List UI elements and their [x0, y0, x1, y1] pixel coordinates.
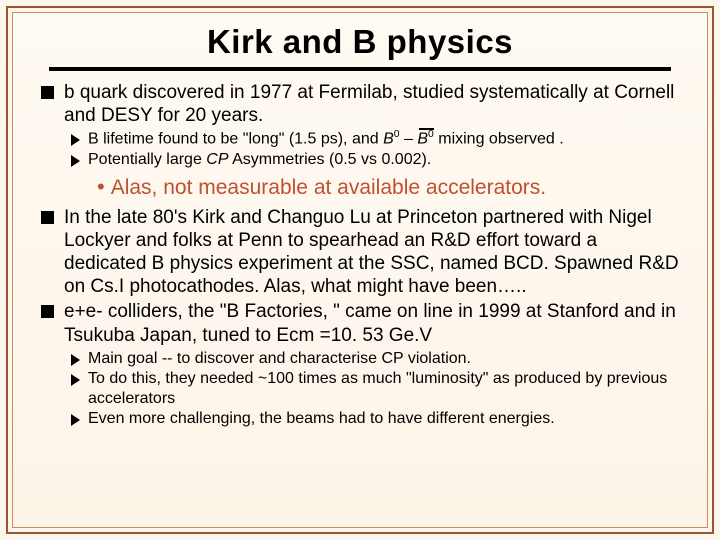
bullet-3-sub-3: Even more challenging, the beams had to …: [71, 409, 679, 429]
arrow-bullet-icon: [71, 354, 80, 366]
arrow-bullet-icon: [71, 414, 80, 426]
bullet-2-text: In the late 80's Kirk and Changuo Lu at …: [64, 206, 679, 299]
bullet-3-sub-1: Main goal -- to discover and characteris…: [71, 349, 679, 369]
bullet-3: e+e- colliders, the "B Factories, " came…: [41, 300, 679, 346]
bullet-3-sub-1-text: Main goal -- to discover and characteris…: [88, 349, 471, 369]
bullet-1-sub-1: B lifetime found to be "long" (1.5 ps), …: [71, 129, 679, 149]
slide-title: Kirk and B physics: [41, 23, 679, 61]
outer-frame: Kirk and B physics b quark discovered in…: [6, 6, 714, 534]
bullet-3-sub-2-text: To do this, they needed ~100 times as mu…: [88, 369, 679, 408]
square-bullet-icon: [41, 86, 54, 99]
arrow-bullet-icon: [71, 374, 80, 386]
bullet-2: In the late 80's Kirk and Changuo Lu at …: [41, 206, 679, 299]
bullet-3-sub-2: To do this, they needed ~100 times as mu…: [71, 369, 679, 408]
title-underline: [49, 67, 671, 71]
bullet-1-text: b quark discovered in 1977 at Fermilab, …: [64, 81, 679, 127]
bullet-1-sub-2-text: Potentially large CP Asymmetries (0.5 vs…: [88, 150, 431, 170]
bullet-3-text: e+e- colliders, the "B Factories, " came…: [64, 300, 679, 346]
dot-bullet-icon: •: [97, 174, 105, 199]
inner-frame: Kirk and B physics b quark discovered in…: [12, 12, 708, 528]
square-bullet-icon: [41, 211, 54, 224]
square-bullet-icon: [41, 305, 54, 318]
arrow-bullet-icon: [71, 155, 80, 167]
bullet-1-sub-1-text: B lifetime found to be "long" (1.5 ps), …: [88, 129, 564, 149]
bullet-3-sub-3-text: Even more challenging, the beams had to …: [88, 409, 555, 429]
highlight-row: •Alas, not measurable at available accel…: [97, 174, 679, 200]
bullet-1-sub-2: Potentially large CP Asymmetries (0.5 vs…: [71, 150, 679, 170]
arrow-bullet-icon: [71, 134, 80, 146]
bullet-1: b quark discovered in 1977 at Fermilab, …: [41, 81, 679, 127]
highlight-text: •Alas, not measurable at available accel…: [97, 176, 546, 199]
